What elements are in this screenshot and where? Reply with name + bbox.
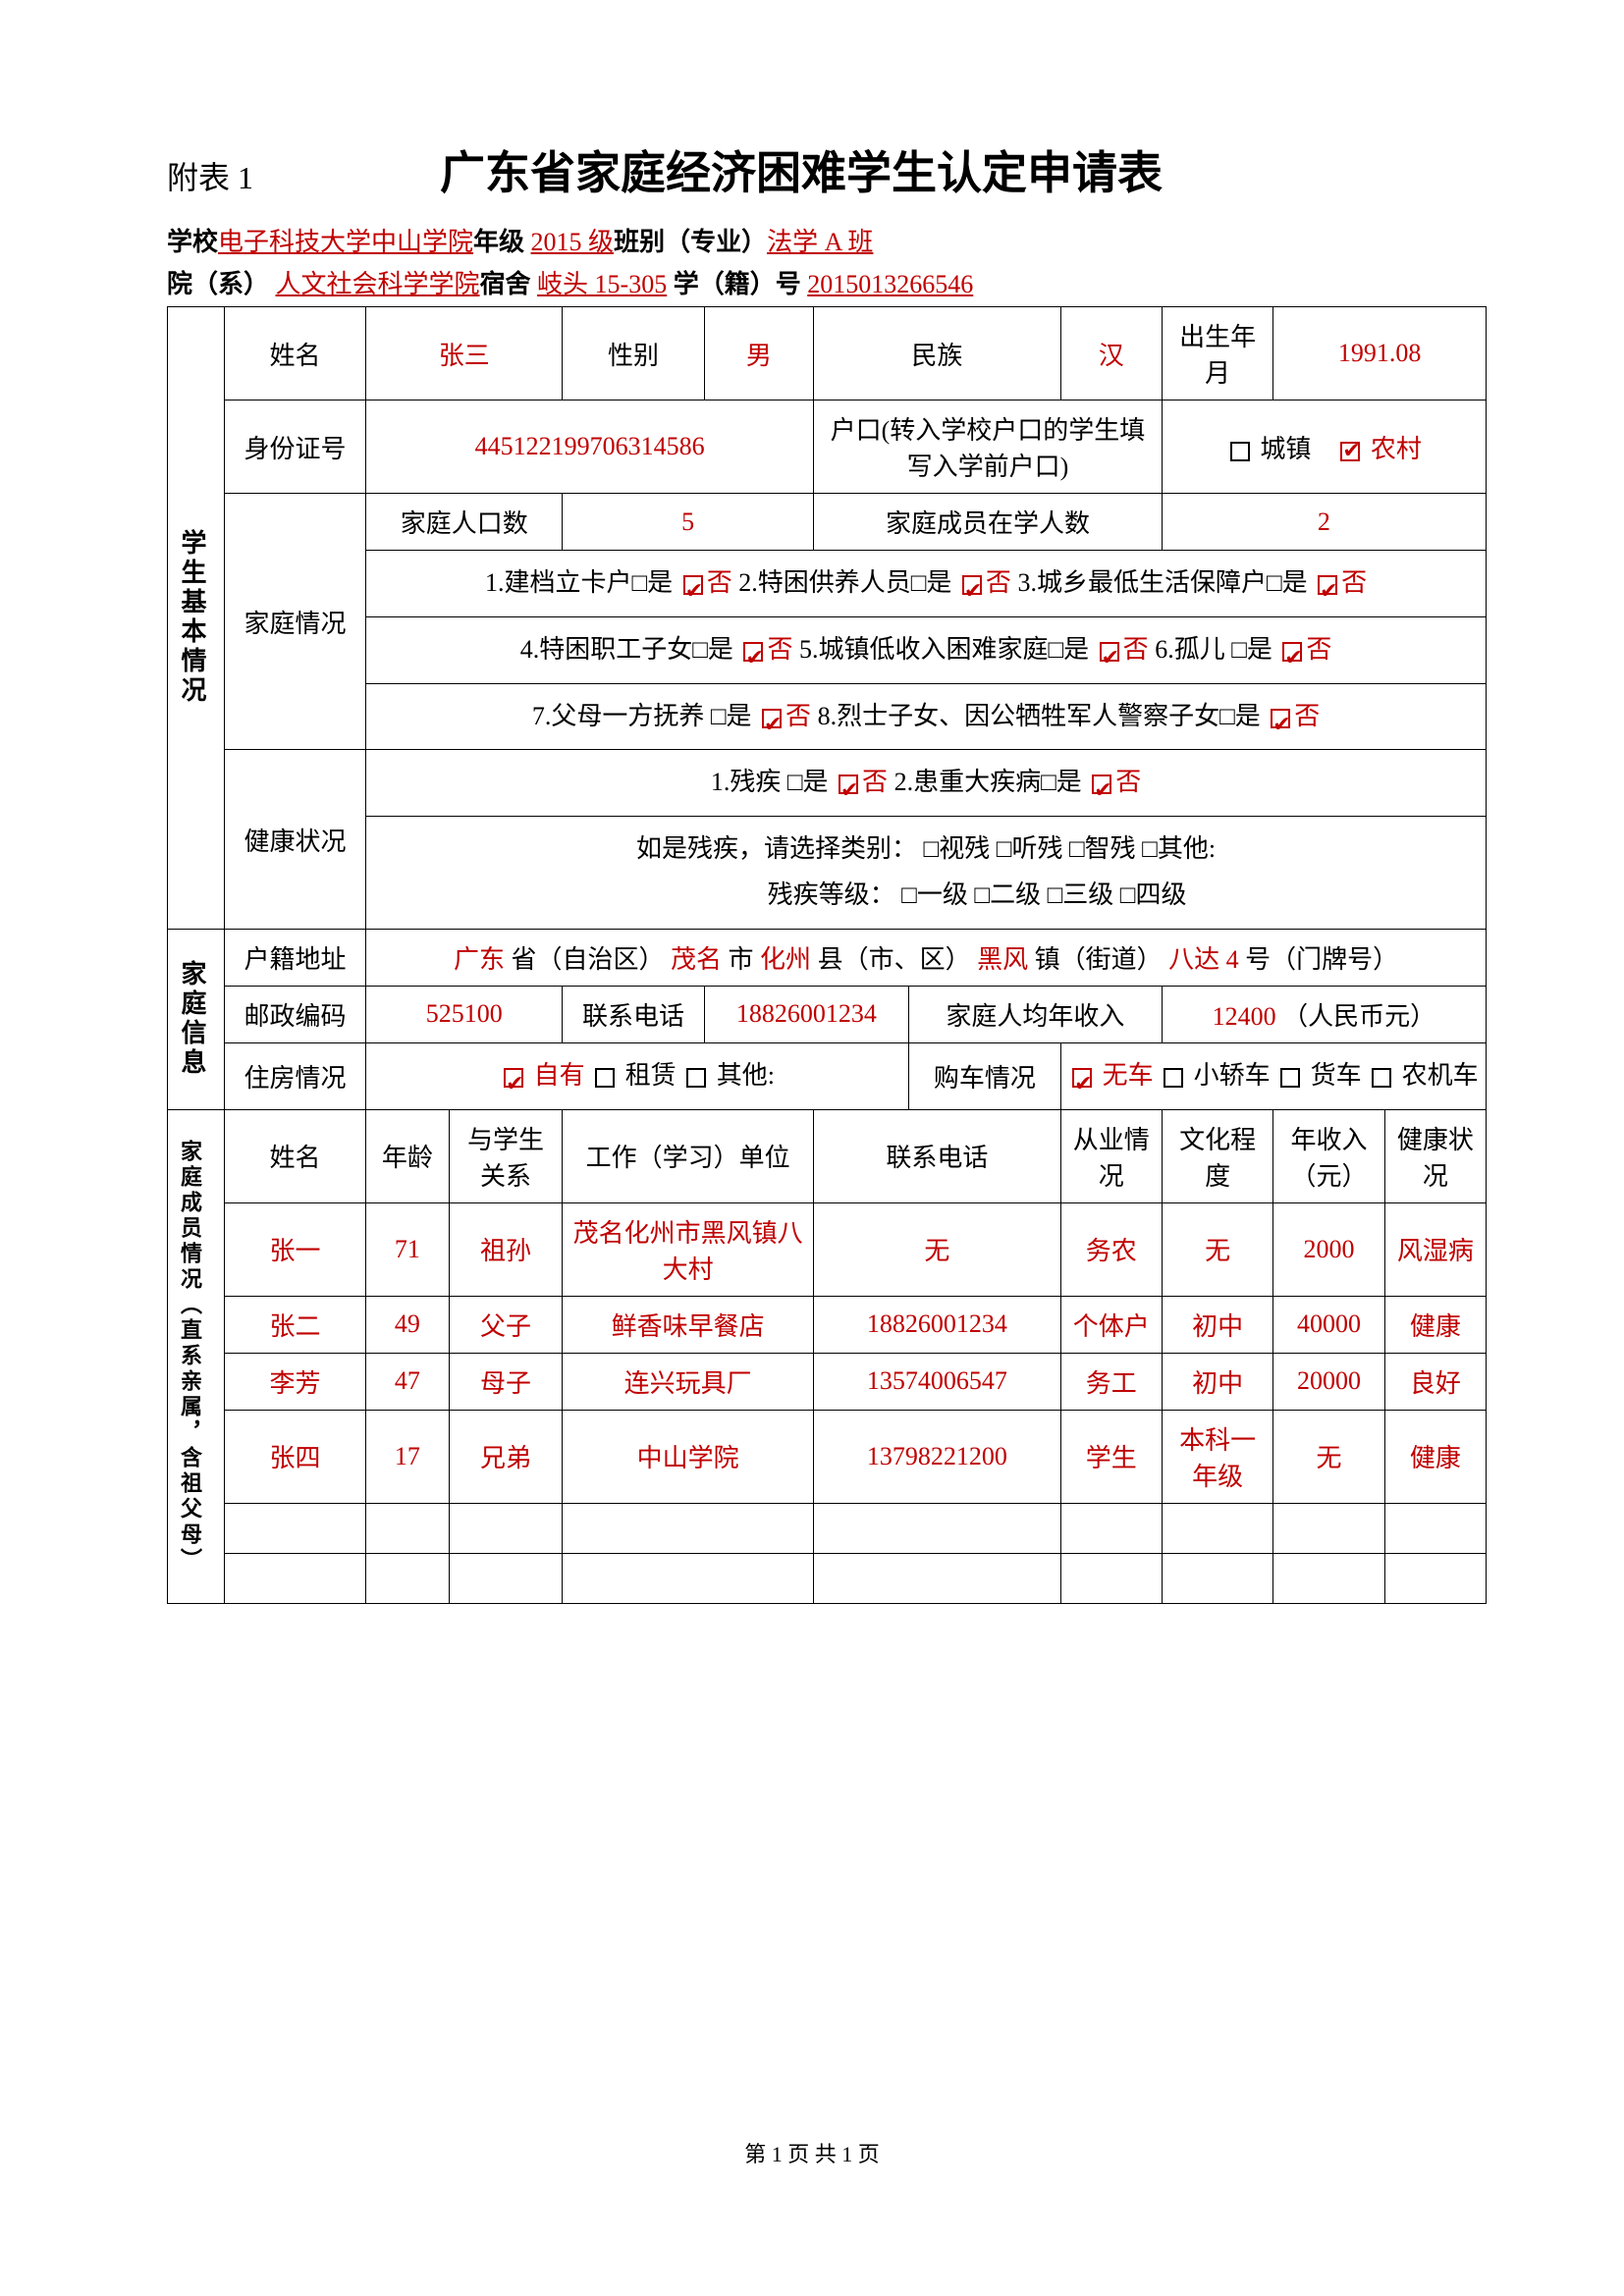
lbl-hukou-rural: 农村 [1364,435,1422,463]
fam-hdr-health: 健康状况 [1384,1109,1486,1202]
housing-rent-checkbox[interactable] [595,1068,615,1088]
family-status-line-1: 1.建档立卡户□是 否 2.特困供养人员□是 否 3.城乡最低生活保障户□是 否 [366,551,1487,617]
fam-hdr-rel: 与学生关系 [449,1109,563,1202]
fam-hdr-name: 姓名 [224,1109,365,1202]
table-row: 张四 17 兄弟 中山学院 13798221200 学生 本科一年级 无 健康 [168,1410,1487,1503]
fam-hdr-income: 年收入（元） [1273,1109,1384,1202]
q5-no-checkbox[interactable] [1100,642,1119,662]
section3-label: 家庭成员情况（直系亲属，含祖父母） [174,1140,205,1574]
hukou-rural-checkbox[interactable] [1340,442,1360,461]
lbl-hukou: 户口(转入学校户口的学生填写入学前户口) [814,400,1163,494]
val-housing: 自有 租赁 其他: [366,1042,909,1109]
q1-no-checkbox[interactable] [683,575,703,595]
car-farm-checkbox[interactable] [1372,1068,1391,1088]
lbl-dorm: 宿舍 [480,270,538,298]
q3-no-checkbox[interactable] [1318,575,1337,595]
fam-hdr-job: 从业情况 [1060,1109,1162,1202]
val-addr: 广东 省（自治区） 茂名 市 化州 县（市、区） 黑风 镇（街道） 八达 4 号… [366,929,1487,986]
car-truck-checkbox[interactable] [1280,1068,1300,1088]
lbl-family-students: 家庭成员在学人数 [814,494,1163,551]
h1-no-checkbox[interactable] [839,774,858,794]
table-row: 张二 49 父子 鲜香味早餐店 18826001234 个体户 初中 40000… [168,1296,1487,1353]
health-line-1: 1.残疾 □是 否 2.患重大疾病□是 否 [366,750,1487,817]
lbl-family-count: 家庭人口数 [366,494,563,551]
page-footer: 第 1 页 共 1 页 [0,2137,1624,2168]
housing-other-checkbox[interactable] [686,1068,706,1088]
lbl-idno: 身份证号 [224,400,365,494]
lbl-dob: 出生年月 [1162,307,1272,400]
val-grade: 2015 级 [531,228,615,256]
table-row: 张一 71 祖孙 茂名化州市黑风镇八大村 无 务农 无 2000 风湿病 [168,1202,1487,1296]
val-family-students: 2 [1162,494,1486,551]
fam-hdr-phone: 联系电话 [814,1109,1061,1202]
fam-hdr-age: 年龄 [366,1109,450,1202]
car-none-checkbox[interactable] [1072,1068,1092,1088]
val-ethnic: 汉 [1060,307,1162,400]
val-dob: 1991.08 [1273,307,1487,400]
lbl-housing: 住房情况 [224,1042,365,1109]
val-phone: 18826001234 [704,986,908,1042]
lbl-grade: 年级 [473,228,531,256]
lbl-hukou-urban: 城镇 [1254,435,1312,463]
q8-no-checkbox[interactable] [1271,709,1290,728]
val-sid: 2015013266546 [807,270,973,298]
lbl-addr: 户籍地址 [224,929,365,986]
family-status-line-2: 4.特困职工子女□是 否 5.城镇低收入困难家庭□是 否 6.孤儿 □是 否 [366,616,1487,683]
meta-line-1: 学校电子科技大学中山学院年级 2015 级班别（专业）法学 A 班 [167,222,1487,258]
housing-own-checkbox[interactable] [504,1068,523,1088]
lbl-car: 购车情况 [908,1042,1060,1109]
val-dorm: 岐头 15-305 [537,270,667,298]
lbl-postcode: 邮政编码 [224,986,365,1042]
val-idno: 445122199706314586 [366,400,814,494]
meta-line-2: 院（系） 人文社会科学学院宿舍 岐头 15-305 学（籍）号 20150132… [167,264,1487,300]
lbl-family-status: 家庭情况 [224,494,365,750]
q7-no-checkbox[interactable] [762,709,782,728]
fam-hdr-edu: 文化程度 [1162,1109,1272,1202]
appendix-label: 附表 1 [167,153,253,198]
page-title: 广东省家庭经济困难学生认定申请表 [440,137,1163,202]
lbl-ethnic: 民族 [814,307,1061,400]
lbl-sid: 学（籍）号 [667,270,807,298]
table-row-empty [168,1503,1487,1553]
val-postcode: 525100 [366,986,563,1042]
q6-no-checkbox[interactable] [1282,642,1302,662]
lbl-school: 学校 [167,228,218,256]
q2-no-checkbox[interactable] [962,575,982,595]
car-small-checkbox[interactable] [1164,1068,1183,1088]
lbl-dept: 院（系） [167,270,276,298]
val-gender: 男 [704,307,813,400]
application-form-table: 学生基本情况 姓名 张三 性别 男 民族 汉 出生年月 1991.08 身份证号… [167,306,1487,1604]
val-per-income: 12400 （人民币元） [1162,986,1486,1042]
val-school: 电子科技大学中山学院 [218,228,473,256]
section1-label: 学生基本情况 [174,529,210,706]
val-dept: 人文社会科学学院 [276,270,480,298]
fam-hdr-work: 工作（学习）单位 [563,1109,814,1202]
val-hukou: 城镇 农村 [1162,400,1486,494]
hukou-urban-checkbox[interactable] [1230,442,1250,461]
val-class: 法学 A 班 [767,228,873,256]
section2-label: 家庭信息 [174,960,210,1078]
val-car: 无车 小轿车 货车 农机车 [1060,1042,1486,1109]
h2-no-checkbox[interactable] [1092,774,1111,794]
table-row-empty [168,1553,1487,1603]
lbl-per-income: 家庭人均年收入 [908,986,1162,1042]
lbl-health-status: 健康状况 [224,750,365,929]
table-row: 李芳 47 母子 连兴玩具厂 13574006547 务工 初中 20000 良… [168,1353,1487,1410]
q4-no-checkbox[interactable] [743,642,763,662]
family-status-line-3: 7.父母一方抚养 □是 否 8.烈士子女、因公牺牲军人警察子女□是 否 [366,683,1487,750]
lbl-class: 班别（专业） [614,228,767,256]
val-family-count: 5 [563,494,814,551]
lbl-phone: 联系电话 [563,986,704,1042]
val-name: 张三 [366,307,563,400]
lbl-gender: 性别 [563,307,704,400]
health-detail: 如是残疾，请选择类别： □视残 □听残 □智残 □其他: 残疾等级： □一级 □… [366,817,1487,930]
lbl-name: 姓名 [224,307,365,400]
